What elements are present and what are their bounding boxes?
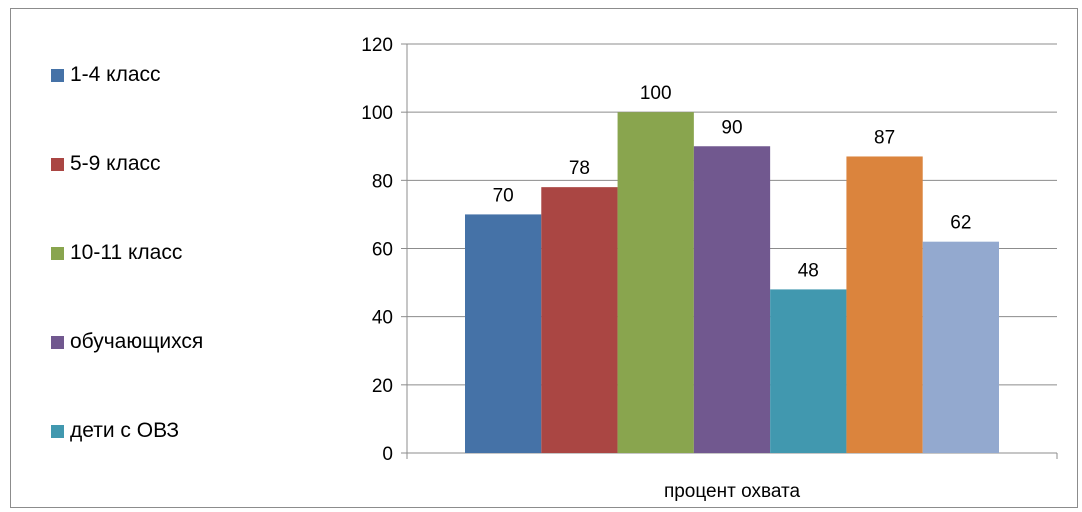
bar-chart: 0 20 40 60 80 100 120 70 78 100 90 48 87 62 процент ох… — [361, 35, 1058, 502]
y-tick-label: 40 — [372, 308, 393, 329]
legend-label: 10-11 класс — [70, 241, 183, 264]
data-label: 90 — [721, 117, 742, 138]
y-tick-label: 20 — [372, 376, 393, 397]
legend-swatch — [51, 246, 64, 260]
y-tick-label: 60 — [372, 240, 393, 261]
legend-item: обучающихся — [51, 330, 203, 354]
legend-swatch — [51, 157, 64, 171]
legend-label: обучающихся — [70, 330, 204, 353]
y-tick-label: 0 — [382, 444, 393, 465]
data-label: 70 — [493, 185, 514, 206]
data-label: 87 — [874, 127, 895, 148]
x-category-label: процент охвата — [664, 481, 801, 502]
legend-item: 10-11 класс — [51, 241, 182, 265]
bar — [465, 214, 542, 453]
legend-swatch — [51, 335, 64, 349]
y-tick-label: 80 — [372, 171, 393, 192]
y-tick-label: 100 — [361, 103, 393, 124]
bar — [541, 187, 618, 453]
legend-label: дети с ОВЗ — [70, 419, 180, 442]
bar — [922, 241, 999, 453]
bar — [693, 146, 771, 453]
data-label: 62 — [950, 213, 971, 234]
legend-swatch — [51, 424, 64, 438]
data-label: 78 — [569, 158, 590, 179]
bar — [846, 156, 923, 453]
chart-frame: 1-4 класс 5-9 класс 10-11 класс обучающихся… — [10, 8, 1078, 508]
legend-item: 5-9 класс — [51, 152, 161, 176]
data-label: 48 — [798, 260, 819, 281]
y-tick-label: 120 — [361, 35, 393, 56]
legend-item: 1-4 класс — [51, 63, 161, 87]
legend-item: дети с ОВЗ — [51, 419, 179, 443]
bar — [770, 289, 847, 453]
data-label: 100 — [640, 83, 672, 104]
bar — [617, 112, 694, 454]
legend-label: 5-9 класс — [70, 152, 161, 175]
legend-swatch — [51, 68, 64, 82]
legend-label: 1-4 класс — [70, 63, 161, 86]
